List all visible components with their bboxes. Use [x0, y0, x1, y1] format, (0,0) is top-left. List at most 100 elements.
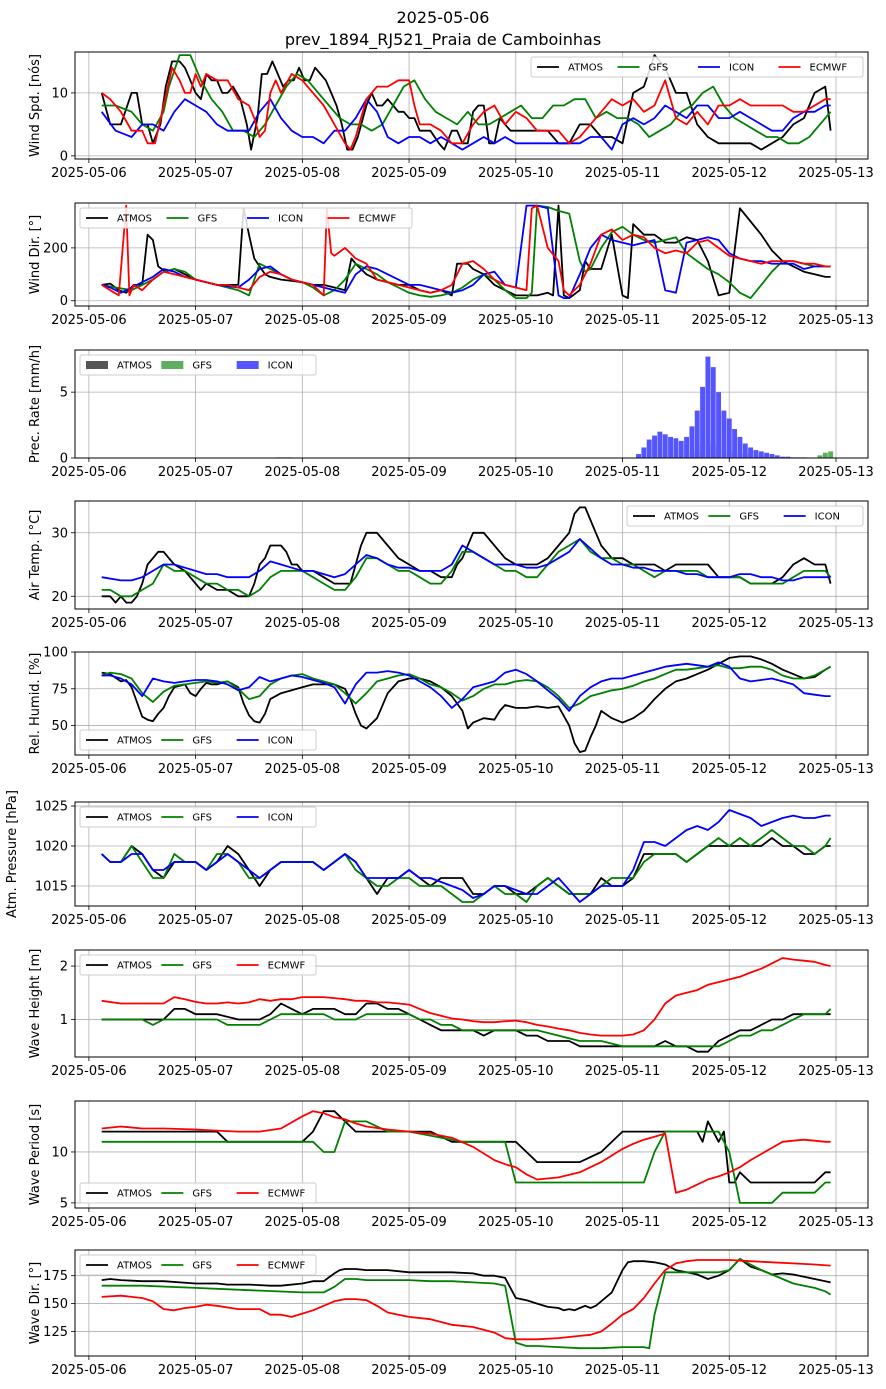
legend-label-atmos: ATMOS [117, 1189, 152, 1200]
series-line-gfs [101, 1008, 832, 1048]
x-tick-label: 2025-05-06 [51, 1064, 127, 1079]
legend-swatch-gfs [161, 361, 184, 369]
x-tick-label: 2025-05-08 [265, 465, 341, 480]
series-line-ecmwf [101, 204, 831, 297]
x-tick-label: 2025-05-11 [585, 762, 661, 777]
series-line-gfs [101, 1258, 832, 1350]
x-tick-label: 2025-05-08 [265, 762, 341, 777]
axes-frame [74, 801, 869, 907]
legend-label-atmos: ATMOS [568, 63, 603, 74]
x-tick-label: 2025-05-08 [265, 313, 341, 328]
series-line-gfs [101, 1120, 831, 1204]
y-axis-label: Wave Dir. [°] [28, 1262, 43, 1345]
y-tick-label: 5 [60, 386, 68, 401]
legend-label-gfs: GFS [198, 214, 218, 225]
legend-label-atmos: ATMOS [117, 736, 152, 747]
y-tick-label: 75 [51, 682, 68, 697]
x-tick-label: 2025-05-09 [371, 313, 447, 328]
y-tick-label: 200 [43, 241, 68, 256]
legend-box [79, 207, 413, 229]
legend-swatch-icon [236, 361, 259, 369]
x-tick-label: 2025-05-06 [51, 913, 127, 928]
x-tick-label: 2025-05-11 [585, 465, 661, 480]
axes-frame [74, 1249, 869, 1357]
x-tick-label: 2025-05-06 [51, 762, 127, 777]
x-tick-label: 2025-05-11 [585, 913, 661, 928]
x-tick-label: 2025-05-10 [478, 313, 554, 328]
legend-label-icon: ICON [268, 361, 293, 372]
bar-icon [726, 418, 732, 458]
x-tick-label: 2025-05-08 [265, 616, 341, 631]
y-tick-label: 100 [43, 646, 68, 661]
legend: ATMOS GFS ECMWF [79, 1254, 317, 1276]
bar-icon [748, 447, 754, 458]
legend-label-icon: ICON [268, 813, 293, 824]
y-axis-label: Rel. Humid. [%] [28, 653, 43, 755]
x-tick-label: 2025-05-07 [158, 1363, 234, 1378]
x-tick-label: 2025-05-13 [798, 762, 874, 777]
x-tick-label: 2025-05-08 [265, 913, 341, 928]
y-tick-label: 5 [60, 1196, 68, 1211]
bar-icon [705, 356, 711, 458]
x-tick-label: 2025-05-13 [798, 465, 874, 480]
panel-5: 2025-05-06 2025-05-07 2025-05-08 2025-05-09… [28, 646, 874, 778]
x-tick-label: 2025-05-11 [585, 616, 661, 631]
y-tick-label: 0 [60, 452, 68, 467]
legend-label-icon: ICON [278, 214, 303, 225]
x-tick-label: 2025-05-13 [798, 1363, 874, 1378]
series-line-icon [101, 204, 831, 300]
series-line-ecmwf [101, 66, 831, 151]
legend-label-icon: ICON [815, 512, 840, 523]
x-tick-label: 2025-05-09 [371, 166, 447, 181]
panel-4: 2025-05-06 2025-05-07 2025-05-08 2025-05-09… [28, 500, 874, 631]
legend-label-gfs: GFS [192, 961, 212, 972]
x-tick-label: 2025-05-10 [478, 1363, 554, 1378]
x-tick-label: 2025-05-10 [478, 465, 554, 480]
legend-box [79, 1254, 317, 1276]
legend-label-ecmwf: ECMWF [268, 961, 306, 972]
x-tick-label: 2025-05-07 [158, 913, 234, 928]
axes-frame [74, 51, 869, 160]
legend-label-icon: ICON [268, 736, 293, 747]
panel-9: 2025-05-06 2025-05-07 2025-05-08 2025-05-09… [28, 1249, 874, 1378]
y-tick-label: 0 [60, 149, 68, 164]
bar-icon [694, 410, 700, 458]
series-line-atmos [101, 1110, 831, 1184]
x-tick-label: 2025-05-08 [265, 1363, 341, 1378]
x-tick-label: 2025-05-13 [798, 913, 874, 928]
legend: ATMOS GFS ICON [79, 806, 317, 828]
axes-frame [74, 349, 869, 459]
legend-label-atmos: ATMOS [117, 961, 152, 972]
x-tick-label: 2025-05-12 [691, 465, 767, 480]
bar-icon [753, 450, 759, 458]
legend-label-atmos: ATMOS [117, 361, 152, 372]
legend: ATMOS GFS ICON ECMWF [79, 207, 413, 229]
x-tick-label: 2025-05-06 [51, 465, 127, 480]
y-axis-label: Prec. Rate [mm/h] [28, 345, 43, 463]
plot-area [101, 204, 831, 300]
legend-label-gfs: GFS [192, 1261, 212, 1272]
legend-box [626, 505, 864, 527]
legend-label-gfs: GFS [192, 813, 212, 824]
x-tick-label: 2025-05-12 [691, 166, 767, 181]
plot-area [276, 356, 834, 458]
series-line-icon [101, 809, 831, 903]
y-axis-label: Wave Height [m] [28, 949, 43, 1059]
plot-area [101, 1110, 831, 1204]
series-line-gfs [101, 829, 832, 903]
y-tick-label: 1025 [35, 800, 68, 815]
bar-icon [769, 454, 775, 458]
legend-box [79, 806, 317, 828]
series-line-icon [101, 661, 831, 712]
x-tick-label: 2025-05-07 [158, 166, 234, 181]
x-tick-label: 2025-05-11 [585, 1064, 661, 1079]
x-tick-label: 2025-05-11 [585, 1215, 661, 1230]
panel-2: 2025-05-06 2025-05-07 2025-05-08 2025-05-09… [28, 202, 874, 328]
legend: ATMOS GFS ICON [79, 729, 317, 751]
y-tick-label: 30 [51, 526, 68, 541]
bar-icon [662, 434, 668, 458]
x-tick-label: 2025-05-09 [371, 762, 447, 777]
bar-icon [652, 435, 657, 458]
y-tick-label: 1020 [35, 840, 68, 855]
